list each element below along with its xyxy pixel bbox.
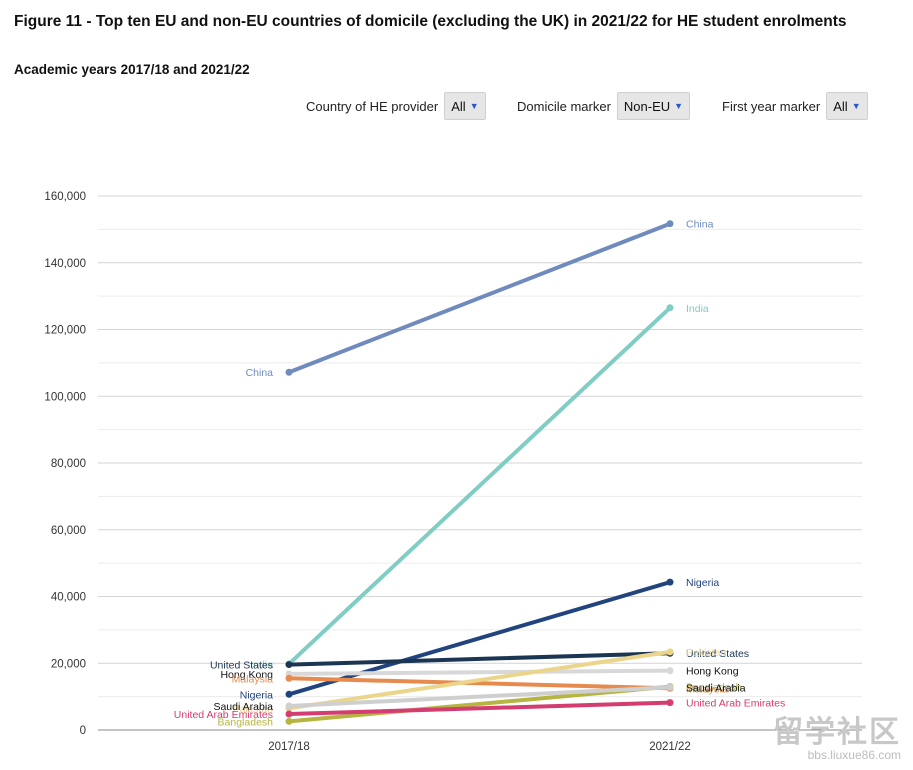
series-line-india — [287, 305, 672, 666]
series-label-china: China — [246, 367, 274, 379]
data-point-malaysia — [285, 674, 293, 682]
series-label-bangladesh: Bangladesh — [686, 682, 742, 694]
y-tick-label: 120,000 — [44, 325, 86, 337]
y-tick-label: 0 — [80, 725, 86, 737]
data-point-united-states — [285, 661, 293, 669]
domicile-dropdown[interactable]: Non-EU ▼ — [616, 92, 691, 120]
series-line-united-arab-emirates — [287, 700, 672, 716]
first-year-dropdown-value: All — [833, 98, 848, 114]
provider-dropdown[interactable]: All ▼ — [444, 92, 486, 120]
y-tick-label: 100,000 — [44, 391, 86, 403]
series-line-pakistan — [287, 649, 672, 711]
series-label-nigeria: Nigeria — [240, 689, 273, 701]
chevron-down-icon: ▼ — [674, 101, 684, 111]
domicile-dropdown-value: Non-EU — [623, 98, 671, 114]
y-tick-label: 40,000 — [51, 592, 86, 604]
series-label-china: China — [686, 219, 714, 231]
series-label-hong-kong: Hong Kong — [686, 666, 739, 678]
y-tick-label: 160,000 — [44, 191, 86, 203]
watermark: 留学社区 bbs.liuxue86.com — [773, 716, 901, 763]
y-tick-label: 140,000 — [44, 258, 86, 270]
watermark-logo: 留学社区 — [773, 716, 901, 749]
data-point-saudi-arabia — [285, 702, 293, 710]
chevron-down-icon: ▼ — [469, 101, 479, 111]
filter-bar: Country of HE provider All ▼ Domicile ma… — [0, 92, 913, 124]
domicile-filter: Domicile marker Non-EU ▼ — [517, 92, 691, 120]
series-label-united-states: United States — [210, 660, 273, 672]
first-year-filter: First year marker All ▼ — [722, 92, 868, 120]
data-point-bangladesh — [285, 717, 293, 725]
first-year-dropdown[interactable]: All ▼ — [826, 92, 868, 120]
series-label-saudi-arabia: Saudi Arabia — [686, 682, 746, 694]
data-point-china — [666, 220, 674, 228]
chart-subtitle: Academic years 2017/18 and 2021/22 — [14, 62, 250, 77]
data-point-nigeria — [285, 690, 293, 698]
provider-filter-label: Country of HE provider — [306, 98, 439, 114]
data-point-hong-kong — [666, 667, 674, 675]
data-point-nigeria — [666, 578, 674, 586]
series-label-nigeria: Nigeria — [686, 577, 719, 589]
series-label-malaysia: Malaysia — [232, 673, 274, 685]
y-tick-label: 60,000 — [51, 525, 86, 537]
series-label-hong-kong: Hong Kong — [220, 669, 273, 681]
chart-title: Figure 11 - Top ten EU and non-EU countr… — [14, 13, 847, 30]
series-label-india: India — [686, 303, 709, 315]
provider-dropdown-value: All — [451, 98, 466, 114]
data-point-pakistan — [666, 648, 674, 656]
data-point-saudi-arabia — [666, 683, 674, 691]
series-label-united-arab-emirates: United Arab Emirates — [174, 709, 273, 721]
y-tick-label: 20,000 — [51, 658, 86, 670]
x-tick-label: 2017/18 — [268, 741, 310, 753]
data-point-china — [285, 368, 293, 376]
data-point-india — [666, 304, 674, 312]
y-tick-label: 80,000 — [51, 458, 86, 470]
series-line-united-states — [287, 651, 672, 667]
series-label-pakistan: Pakistan — [233, 703, 273, 715]
series-label-malaysia: Malaysia — [686, 683, 728, 695]
series-label-india: India — [250, 659, 273, 671]
watermark-url: bbs.liuxue86.com — [807, 748, 901, 762]
series-line-saudi-arabia — [287, 685, 672, 708]
x-tick-label: 2021/22 — [649, 741, 691, 753]
series-label-united-arab-emirates: United Arab Emirates — [686, 698, 785, 710]
series-line-hong-kong — [287, 668, 672, 676]
series-label-pakistan: Pakistan — [686, 647, 726, 659]
domicile-filter-label: Domicile marker — [517, 98, 611, 114]
chevron-down-icon: ▼ — [851, 101, 861, 111]
provider-filter: Country of HE provider All ▼ — [306, 92, 486, 120]
first-year-filter-label: First year marker — [722, 98, 821, 114]
data-point-united-arab-emirates — [666, 699, 674, 707]
data-point-united-arab-emirates — [285, 710, 293, 718]
series-line-china — [287, 221, 672, 375]
series-label-united-states: United States — [686, 648, 749, 660]
series-line-nigeria — [287, 580, 672, 697]
series-label-bangladesh: Bangladesh — [218, 716, 274, 728]
series-label-saudi-arabia: Saudi Arabia — [213, 701, 273, 713]
series-line-malaysia — [287, 676, 672, 691]
series-line-bangladesh — [287, 684, 672, 724]
